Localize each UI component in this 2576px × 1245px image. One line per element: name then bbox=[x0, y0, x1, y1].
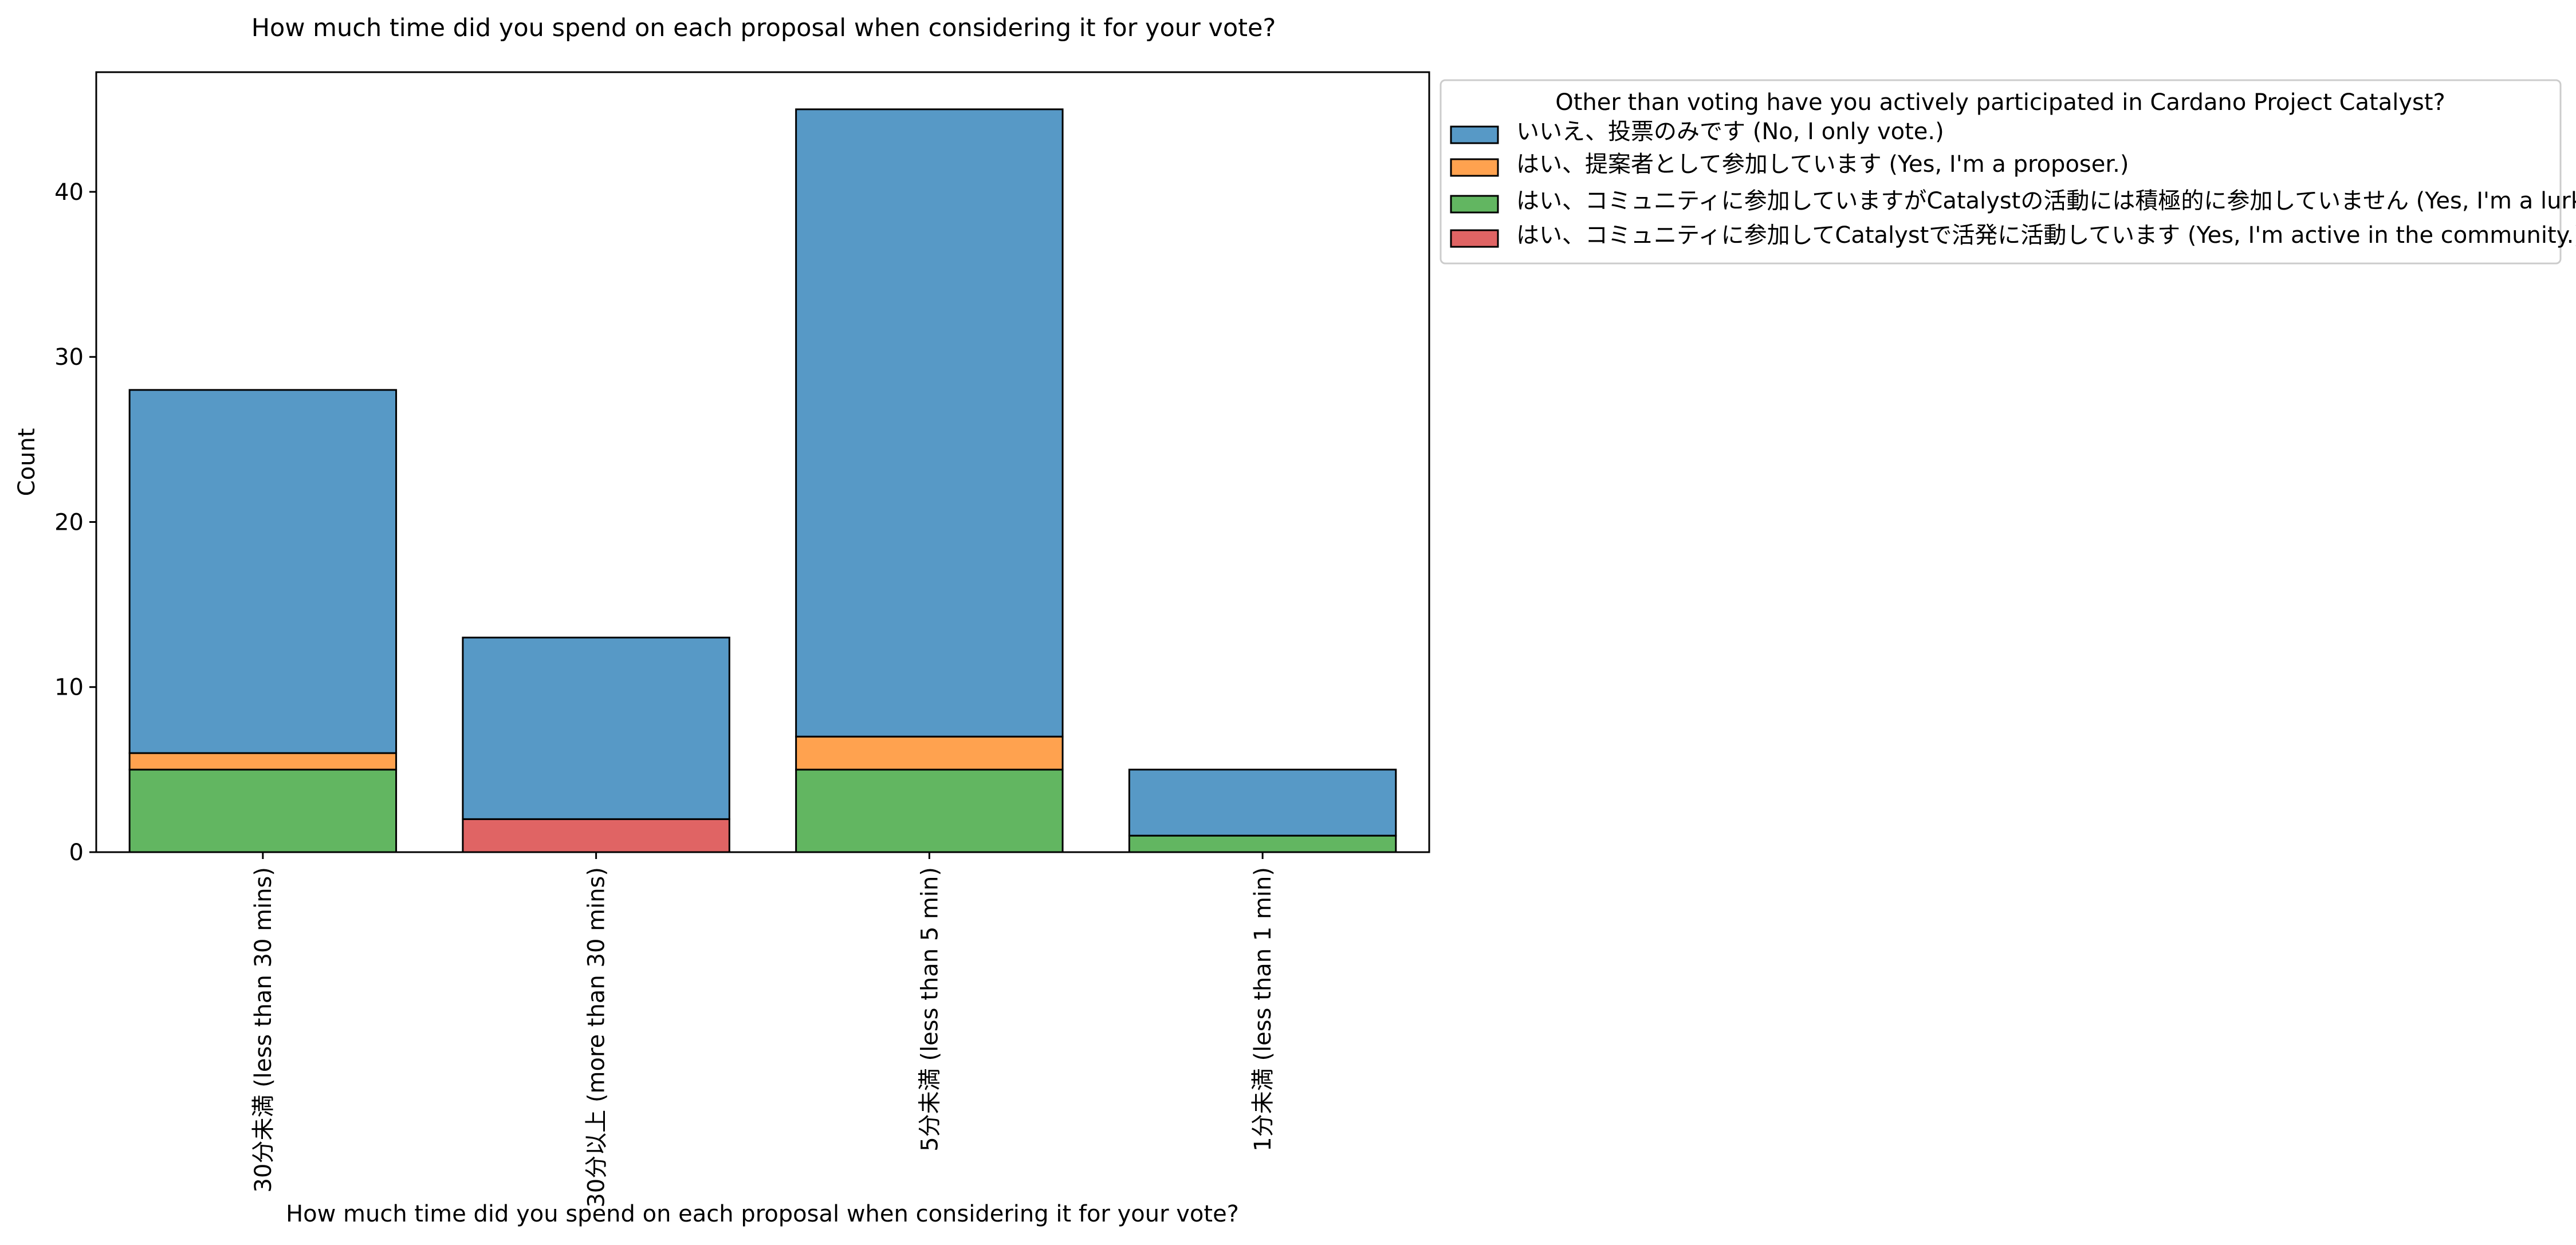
legend-swatch-series4 bbox=[1450, 229, 1499, 248]
x-axis-label: How much time did you spend on each prop… bbox=[286, 1201, 1239, 1227]
bar-segment-series2-cat3 bbox=[795, 735, 1064, 771]
y-axis-label: Count bbox=[14, 428, 40, 497]
legend-label-series3: はい、コミュニティに参加していますがCatalystの活動には積極的に参加してい… bbox=[1516, 188, 2576, 214]
legend-swatch-series1 bbox=[1450, 125, 1499, 144]
bar-segment-series1-cat1 bbox=[128, 389, 398, 754]
legend: Other than voting have you actively part… bbox=[1440, 79, 2576, 265]
bar-segment-series1-cat2 bbox=[462, 636, 730, 820]
legend-box bbox=[1440, 79, 2562, 265]
plot-frame bbox=[95, 71, 1430, 853]
legend-title: Other than voting have you actively part… bbox=[1555, 89, 2445, 116]
y-tick-label-30: 30 bbox=[54, 344, 84, 371]
y-tick-label-20: 20 bbox=[54, 509, 84, 535]
legend-items: いいえ、投票のみです (No, I only vote.) はい、提案者として参加… bbox=[1450, 119, 2576, 249]
chart-title: How much time did you spend on each prop… bbox=[251, 14, 1276, 42]
y-tick-label-40: 40 bbox=[54, 179, 84, 206]
bar-segment-series2-cat1 bbox=[128, 752, 398, 771]
bar-segment-series1-cat4 bbox=[1128, 769, 1397, 837]
y-tick-label-0: 0 bbox=[69, 840, 84, 866]
x-tick-label-30-more-than-30-mins: 30分以上 (more than 30 mins) bbox=[584, 867, 610, 1208]
legend-label-series1: いいえ、投票のみです (No, I only vote.) bbox=[1516, 119, 1944, 145]
bar-segment-series1-cat3 bbox=[795, 108, 1064, 738]
bar-segment-series3-cat3 bbox=[795, 769, 1064, 853]
legend-swatch-series2 bbox=[1450, 158, 1499, 177]
x-tick-label-1-less-than-1-min: 1分未満 (less than 1 min) bbox=[1250, 867, 1276, 1152]
y-axis: 0 10 20 30 40 bbox=[54, 179, 96, 866]
y-tick-label-10: 10 bbox=[54, 675, 84, 701]
bar-segment-series3-cat1 bbox=[128, 769, 398, 853]
bar-segment-series3-cat4 bbox=[1128, 834, 1397, 853]
x-tick-label-30-less-than-30-mins: 30分未満 (less than 30 mins) bbox=[250, 867, 277, 1192]
legend-label-series4: はい、コミュニティに参加してCatalystで活発に活動しています (Yes, … bbox=[1516, 222, 2576, 249]
legend-label-series2: はい、提案者として参加しています (Yes, I'm a proposer.) bbox=[1516, 151, 2129, 178]
legend-swatch-series3 bbox=[1450, 195, 1499, 214]
bar-segment-series4-cat2 bbox=[462, 818, 730, 853]
bars-layer bbox=[128, 108, 1397, 853]
x-axis: 30分未満 (less than 30 mins) 30分以上 (more tha… bbox=[250, 852, 1276, 1208]
x-tick-label-5-less-than-5-min: 5分未満 (less than 5 min) bbox=[917, 867, 943, 1152]
